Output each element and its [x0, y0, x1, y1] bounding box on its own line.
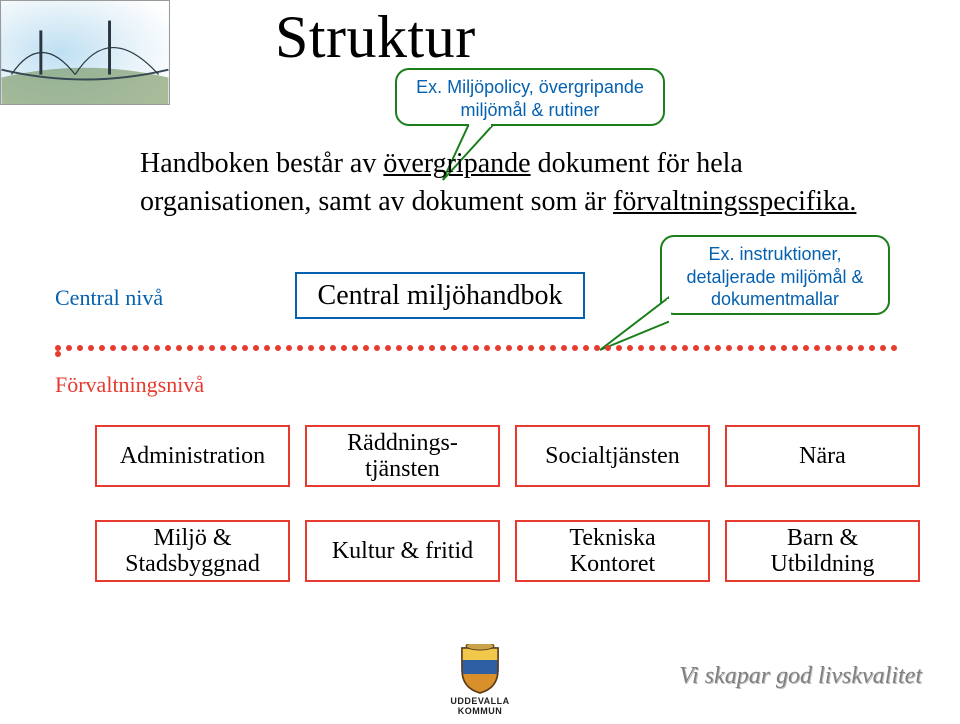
- header-image: [0, 0, 170, 105]
- department-label: Socialtjänsten: [545, 443, 680, 469]
- department-label: tjänsten: [347, 456, 458, 482]
- slide: Struktur Ex. Miljöpolicy, övergripandemi…: [0, 0, 960, 724]
- department-label: Nära: [799, 443, 846, 469]
- department-label: Räddnings-: [347, 430, 458, 456]
- department-label: Barn &: [770, 525, 874, 551]
- body-prefix: Handboken består av: [140, 148, 383, 179]
- department-label: Stadsbyggnad: [125, 551, 260, 577]
- callout-right: Ex. instruktioner,detaljerade miljömål &…: [660, 235, 890, 315]
- page-title: Struktur: [275, 3, 476, 72]
- label-central-niva: Central nivå: [55, 285, 163, 311]
- body-paragraph: Handboken består av övergripande dokumen…: [140, 145, 860, 221]
- callout-line: dokumentmallar: [670, 288, 880, 311]
- callout-line: detaljerade miljömål &: [670, 266, 880, 289]
- department-box: Socialtjänsten: [515, 425, 710, 487]
- department-box: Miljö &Stadsbyggnad: [95, 520, 290, 582]
- department-box: Nära: [725, 425, 920, 487]
- department-box: Barn &Utbildning: [725, 520, 920, 582]
- callout-line: Ex. instruktioner,: [670, 243, 880, 266]
- footer-tagline: Vi skapar god livskvalitet Vi skapar god…: [679, 663, 922, 690]
- municipality-name: UDDEVALLA KOMMUN: [430, 696, 530, 716]
- box-central-text: Central miljöhandbok: [318, 280, 563, 312]
- department-box: Räddnings-tjänsten: [305, 425, 500, 487]
- body-underline2: förvaltningsspecifika.: [613, 186, 856, 217]
- shield-icon: [458, 644, 502, 694]
- department-label: Administration: [120, 443, 265, 469]
- bridge-illustration-icon: [1, 1, 169, 104]
- box-central-miljohandbok: Central miljöhandbok: [295, 272, 585, 319]
- footer-logo: UDDEVALLA KOMMUN: [430, 644, 530, 716]
- tagline-text: Vi skapar god livskvalitet: [679, 663, 922, 689]
- department-label: Utbildning: [770, 551, 874, 577]
- department-label: Miljö &: [125, 525, 260, 551]
- department-label: Kultur & fritid: [332, 538, 473, 564]
- callout-right-tail-icon: [596, 295, 674, 365]
- dotted-divider: [55, 345, 910, 353]
- department-label: Kontoret: [569, 551, 655, 577]
- department-box: TekniskaKontoret: [515, 520, 710, 582]
- department-box: Kultur & fritid: [305, 520, 500, 582]
- callout-line: Ex. Miljöpolicy, övergripande: [405, 76, 655, 99]
- department-label: Tekniska: [569, 525, 655, 551]
- body-underline1: övergripande: [383, 148, 530, 179]
- callout-line: miljömål & rutiner: [405, 99, 655, 122]
- label-forvaltningsniva: Förvaltningsnivå: [55, 372, 204, 398]
- callout-top: Ex. Miljöpolicy, övergripandemiljömål & …: [395, 68, 665, 126]
- department-box: Administration: [95, 425, 290, 487]
